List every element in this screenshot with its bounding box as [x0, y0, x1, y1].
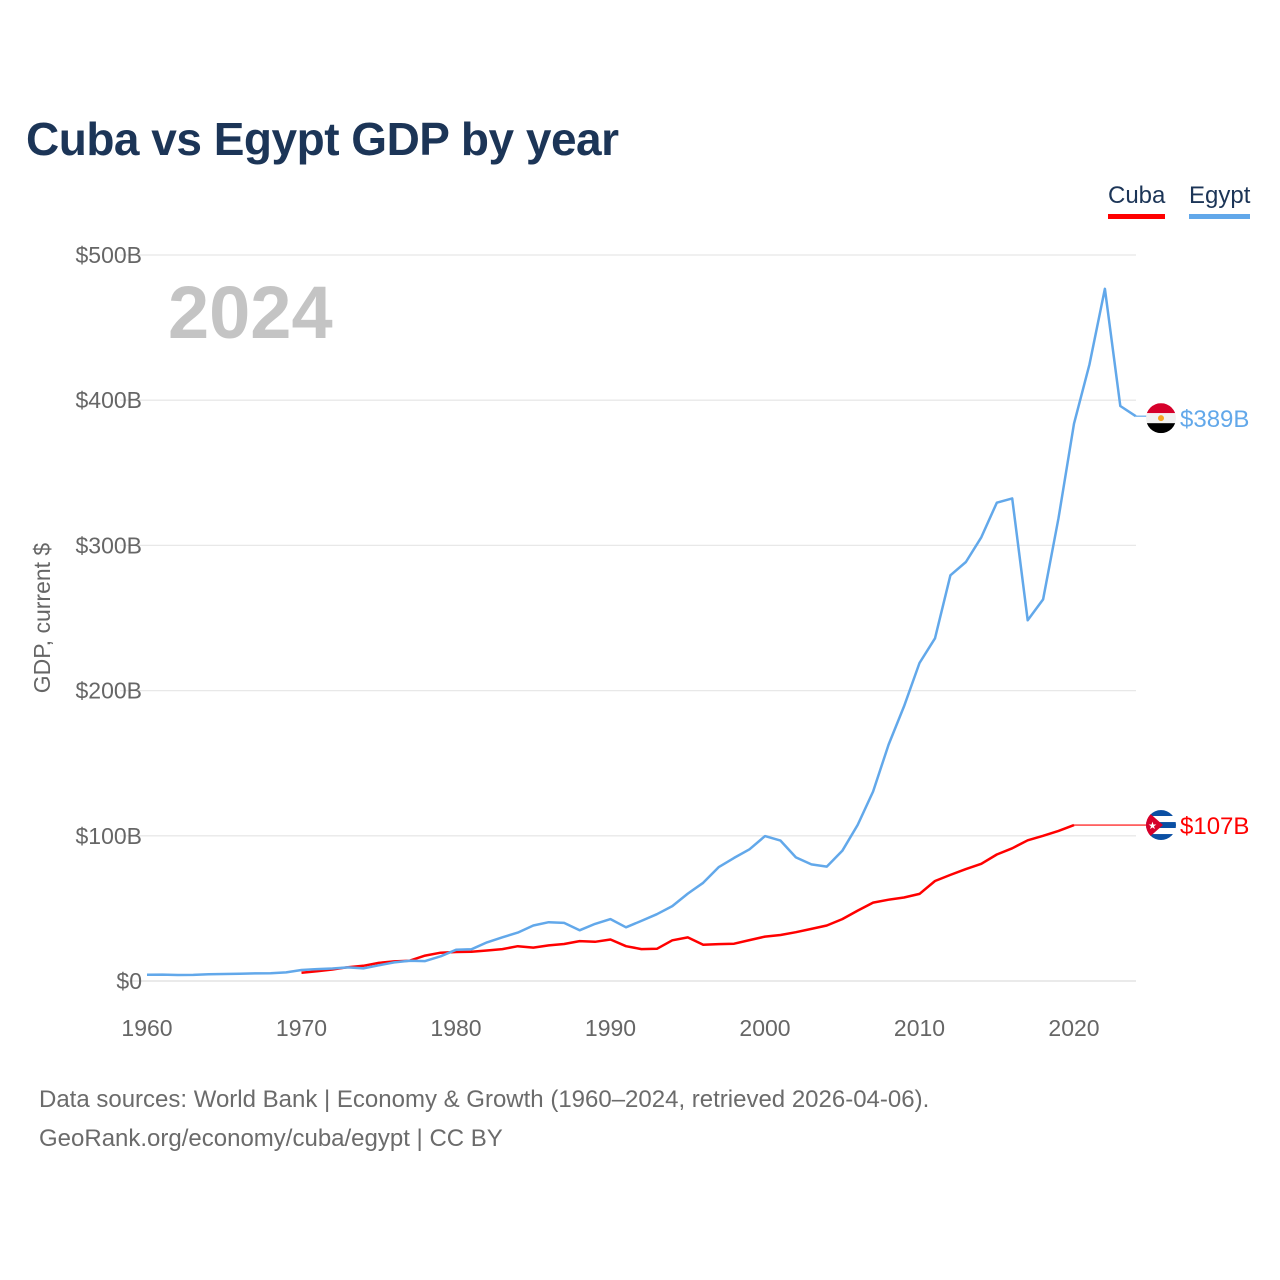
y-tick-label: $200B	[75, 678, 142, 704]
source-line-1: Data sources: World Bank | Economy & Gro…	[39, 1086, 930, 1113]
x-tick-label: 1970	[276, 1015, 327, 1041]
x-tick-label: 2020	[1048, 1015, 1099, 1041]
end-value-label: $389B	[1180, 406, 1249, 433]
egypt-flag-icon	[1146, 403, 1176, 434]
chart-title: Cuba vs Egypt GDP by year	[26, 113, 619, 165]
flag-stripe	[1146, 403, 1176, 414]
legend-cuba[interactable]: Cuba	[1108, 182, 1166, 219]
y-tick-label: $400B	[75, 387, 142, 413]
x-tick-label: 1990	[585, 1015, 636, 1041]
end-value-label: $107B	[1180, 813, 1249, 840]
legend-egypt[interactable]: Egypt	[1189, 182, 1251, 219]
flag-emblem	[1158, 415, 1164, 422]
flag-stripe	[1146, 828, 1176, 835]
flag-star: ★	[1148, 821, 1157, 832]
flag-stripe	[1146, 423, 1176, 434]
cuba-flag-icon: ★	[1146, 810, 1176, 841]
y-tick-label: $500B	[75, 242, 142, 268]
flag-stripe	[1146, 810, 1176, 817]
flag-triangle	[1146, 810, 1163, 841]
series-line-cuba	[301, 823, 1075, 974]
y-tick-label: $0	[116, 968, 142, 994]
x-tick-label: 2010	[894, 1015, 945, 1041]
x-tick-label: 1960	[121, 1015, 172, 1041]
flag-body	[1146, 403, 1176, 434]
year-watermark: 2024	[168, 271, 333, 354]
y-axis-label: GDP, current $	[29, 543, 55, 694]
y-tick-label: $100B	[75, 823, 142, 849]
flag-stripe	[1146, 816, 1176, 823]
source-line-2: GeoRank.org/economy/cuba/egypt | CC BY	[39, 1125, 503, 1152]
x-tick-label: 1980	[430, 1015, 481, 1041]
series-line-egypt	[146, 287, 1137, 977]
flag-body: ★	[1146, 810, 1176, 841]
y-tick-label: $300B	[75, 532, 142, 558]
x-tick-label: 2000	[739, 1015, 790, 1041]
flag-stripe	[1146, 834, 1176, 841]
